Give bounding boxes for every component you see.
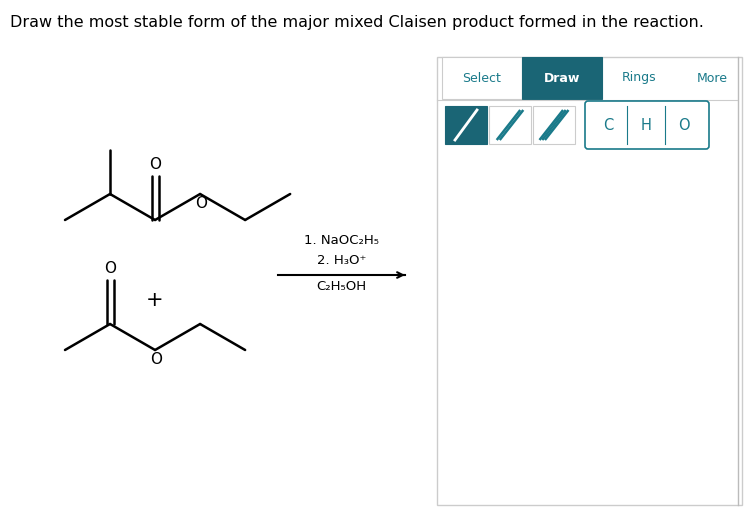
Text: O: O: [149, 157, 161, 172]
FancyBboxPatch shape: [437, 57, 742, 505]
Text: More: More: [697, 72, 728, 84]
FancyBboxPatch shape: [533, 106, 575, 144]
Text: O: O: [104, 261, 116, 276]
FancyBboxPatch shape: [585, 101, 709, 149]
Text: +: +: [146, 290, 164, 310]
Text: H: H: [641, 117, 651, 132]
Text: Draw: Draw: [544, 72, 580, 84]
Text: C: C: [603, 117, 613, 132]
FancyBboxPatch shape: [445, 106, 487, 144]
FancyBboxPatch shape: [522, 57, 602, 99]
Text: 1. NaOC₂H₅: 1. NaOC₂H₅: [304, 234, 379, 247]
Text: Select: Select: [462, 72, 501, 84]
Text: O: O: [150, 352, 162, 367]
Text: C₂H₅OH: C₂H₅OH: [317, 280, 367, 293]
Text: O: O: [195, 196, 207, 211]
Text: Rings: Rings: [622, 72, 657, 84]
FancyBboxPatch shape: [442, 57, 522, 99]
Text: O: O: [678, 117, 689, 132]
Text: 2. H₃O⁺: 2. H₃O⁺: [317, 254, 366, 267]
Text: Draw the most stable form of the major mixed Claisen product formed in the react: Draw the most stable form of the major m…: [10, 15, 704, 30]
FancyBboxPatch shape: [489, 106, 531, 144]
